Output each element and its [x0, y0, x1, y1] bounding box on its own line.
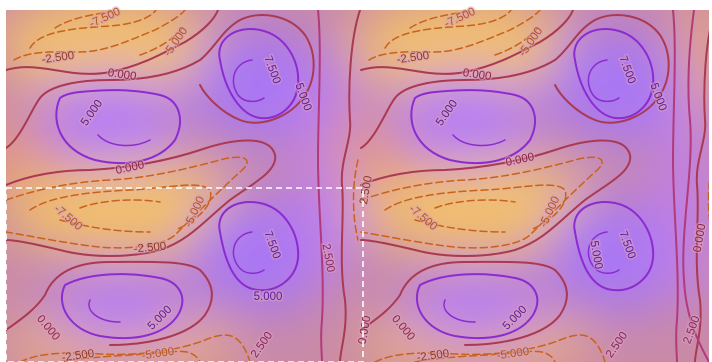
warm-blob — [6, 155, 240, 255]
contour-line-pos5000 — [55, 89, 181, 164]
contour-line-pos5000 — [218, 201, 300, 292]
contour-line-pos5000 — [218, 28, 300, 120]
contour-label: 0.000 — [107, 67, 137, 83]
contour-line-pos7500 — [97, 134, 151, 147]
contour-line-pos7500 — [232, 59, 265, 103]
cool-blob — [400, 270, 550, 340]
contour-line-neg2500 — [13, 10, 186, 61]
contour-line-neg2500 — [6, 156, 248, 249]
contour-line-zero — [6, 139, 277, 257]
contour-line-neg5000 — [59, 350, 201, 362]
cool-blob — [655, 90, 709, 310]
cool-blob — [35, 75, 185, 165]
contour-line-pos2500 — [682, 10, 709, 362]
contour-label: -2.500 — [133, 241, 167, 256]
cool-blob — [190, 195, 330, 315]
contour-line-neg7500 — [79, 199, 161, 209]
cool-blob — [295, 50, 365, 290]
contour-line-pos7500 — [232, 231, 265, 274]
contour-line-pos7500 — [88, 299, 121, 323]
contour-line-neg5000 — [29, 184, 212, 233]
contour-label: 5.000 — [588, 240, 605, 270]
contour-line-neg2500 — [19, 334, 251, 362]
contour-line-zero — [339, 10, 361, 362]
contour-line-pos2500 — [317, 10, 324, 362]
cool-blob — [390, 75, 540, 165]
contour-line-neg5000 — [29, 10, 186, 56]
contour-line-zero — [6, 260, 213, 346]
contour-label: -2.500 — [41, 50, 75, 66]
contour-line-zero — [6, 10, 219, 75]
warm-blob — [350, 10, 570, 95]
contour-line-zero — [6, 14, 315, 149]
contour-label: 0.000 — [462, 67, 492, 83]
contour-line-neg2500 — [352, 159, 359, 241]
cool-blob — [545, 25, 685, 145]
contour-tile-1 — [6, 10, 361, 362]
contour-line-pos5000 — [60, 273, 184, 340]
contour-label: -5.000 — [141, 346, 175, 362]
contour-line-neg7500 — [54, 11, 111, 29]
contour-label: 5.000 — [254, 291, 283, 303]
highlight-box — [5, 187, 364, 362]
cool-blob — [190, 25, 330, 145]
contour-label: -5.000 — [496, 346, 530, 362]
cool-blob — [45, 270, 195, 340]
cool-blob — [545, 195, 685, 315]
